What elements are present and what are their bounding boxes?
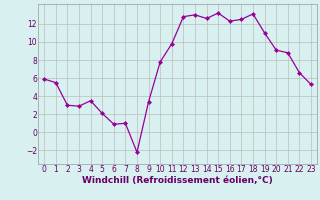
X-axis label: Windchill (Refroidissement éolien,°C): Windchill (Refroidissement éolien,°C) [82,176,273,185]
